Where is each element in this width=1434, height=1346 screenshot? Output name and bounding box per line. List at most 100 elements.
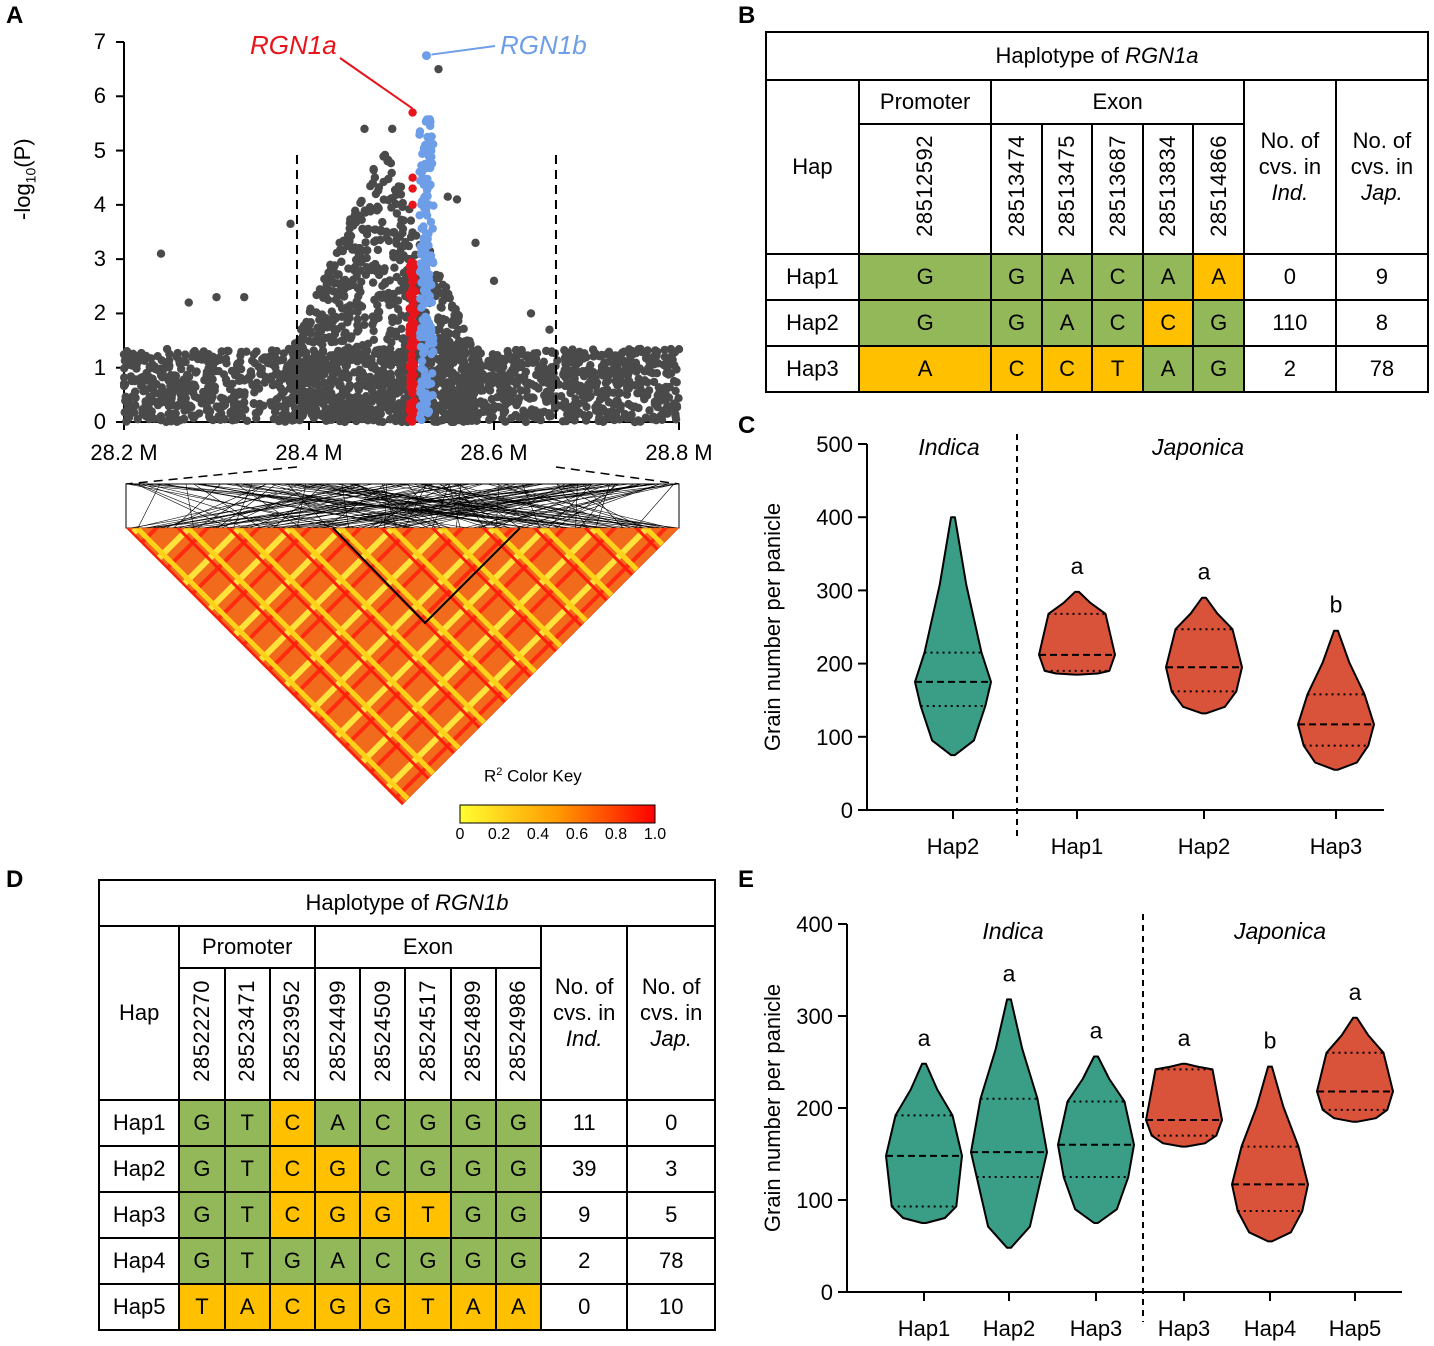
snp-point — [511, 410, 520, 420]
snp-point — [137, 373, 147, 382]
snp-point — [334, 368, 343, 377]
snp-point — [387, 394, 396, 403]
snp-point — [413, 403, 423, 412]
snp-point — [287, 365, 296, 375]
snp-point — [330, 262, 339, 271]
snp-point — [181, 357, 190, 367]
snp-point — [368, 394, 377, 403]
allele-cell: C — [268, 1145, 316, 1193]
snp-point — [302, 351, 311, 360]
snp-point — [221, 375, 231, 384]
snp-point — [174, 400, 183, 409]
snp-point — [382, 227, 391, 236]
snp-point — [360, 124, 369, 134]
snp-point — [604, 398, 614, 407]
rgn1a-point — [410, 275, 419, 284]
snp-point — [474, 355, 483, 365]
snp-point — [600, 358, 609, 367]
snp-point — [514, 360, 523, 369]
snp-point — [353, 315, 362, 324]
snp-point — [376, 227, 386, 236]
snp-point — [318, 409, 327, 418]
snp-point — [425, 251, 435, 261]
snp-point — [454, 399, 464, 408]
snp-point — [482, 402, 491, 411]
snp-point — [303, 327, 312, 336]
snp-point — [659, 360, 668, 370]
snp-point — [361, 402, 370, 412]
snp-point — [655, 389, 665, 399]
snp-point — [399, 400, 408, 410]
jap-count-cell: 5 — [626, 1191, 716, 1239]
snp-point — [407, 280, 416, 289]
snp-point — [357, 277, 366, 287]
snp-point — [305, 320, 314, 329]
snp-point — [438, 389, 447, 398]
snp-point — [497, 354, 506, 363]
snp-point — [298, 344, 308, 354]
snp-connector — [341, 483, 429, 529]
snp-point — [634, 403, 643, 413]
snp-point — [326, 263, 336, 272]
rgn1b-point — [417, 265, 427, 274]
snp-point — [344, 397, 354, 406]
snp-point — [368, 261, 377, 271]
snp-point — [362, 356, 371, 365]
snp-point — [551, 375, 561, 384]
snp-point — [531, 412, 541, 421]
snp-point — [180, 394, 189, 403]
snp-point — [138, 377, 147, 386]
snp-point — [493, 353, 502, 362]
snp-point — [536, 374, 546, 384]
snp-point — [454, 407, 463, 416]
snp-point — [674, 394, 683, 403]
snp-point — [343, 353, 353, 362]
snp-point — [391, 328, 401, 337]
allele-cell: T — [404, 1191, 452, 1239]
group-label: Japonica — [1233, 918, 1326, 944]
snp-point — [394, 408, 403, 418]
snp-point — [396, 414, 406, 423]
snp-point — [428, 345, 437, 355]
snp-point — [416, 353, 426, 362]
rgn1a-point — [408, 387, 418, 397]
snp-point — [466, 340, 475, 349]
snp-point — [661, 395, 671, 404]
snp-point — [401, 288, 410, 297]
allele-cell: C — [1091, 299, 1144, 347]
rgn1a-point — [407, 287, 416, 297]
snp-point — [308, 404, 318, 413]
snp-point — [358, 224, 367, 233]
snp-point — [380, 356, 390, 365]
snp-point — [258, 355, 267, 364]
snp-point — [430, 410, 440, 420]
snp-point — [355, 365, 364, 374]
snp-point — [309, 413, 318, 423]
snp-point — [320, 378, 329, 387]
snp-point — [597, 362, 607, 371]
snp-point — [300, 378, 309, 388]
snp-point — [560, 365, 569, 375]
snp-point — [373, 264, 383, 273]
snp-point — [409, 325, 418, 335]
snp-point — [487, 357, 496, 367]
snp-point — [566, 410, 575, 419]
snp-connector — [456, 483, 485, 529]
ind-count-cell: 11 — [539, 1099, 629, 1147]
rgn1b-point — [421, 247, 430, 257]
snp-point — [433, 366, 443, 375]
snp-connector — [341, 483, 350, 529]
snp-point — [436, 392, 446, 401]
snp-point — [470, 363, 479, 373]
snp-point — [156, 364, 165, 373]
snp-point — [303, 389, 313, 399]
snp-point — [149, 396, 158, 406]
snp-point — [341, 362, 350, 371]
rgn1b-point — [428, 369, 437, 378]
snp-point — [167, 390, 177, 399]
snp-point — [204, 366, 213, 376]
snp-point — [286, 371, 295, 380]
snp-point — [339, 280, 349, 289]
rgn1b-point — [424, 229, 433, 238]
